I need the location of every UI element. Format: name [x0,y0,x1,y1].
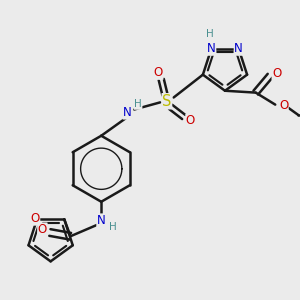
Text: N: N [207,42,216,55]
Text: H: H [206,29,213,39]
Text: O: O [38,223,47,236]
Text: H: H [110,222,117,232]
Text: N: N [123,106,132,119]
Text: O: O [154,66,163,79]
Text: O: O [272,68,281,80]
Text: H: H [134,99,142,109]
Text: S: S [162,94,172,109]
Text: O: O [186,114,195,127]
Text: O: O [31,212,40,225]
Text: N: N [234,42,243,55]
Text: O: O [279,99,288,112]
Text: N: N [97,214,106,227]
